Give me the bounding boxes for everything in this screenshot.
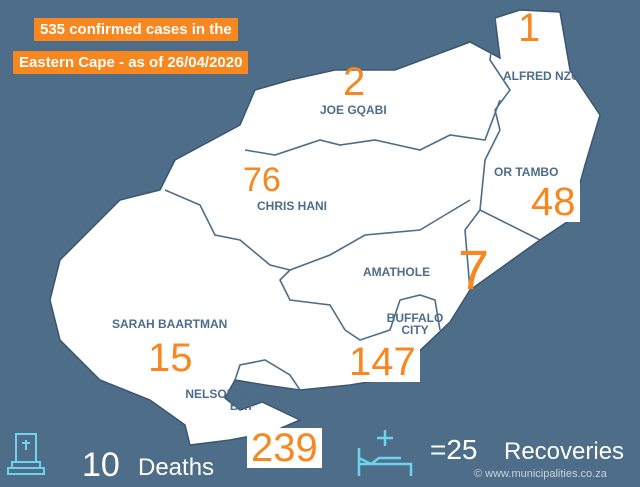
deaths-label: Deaths	[138, 454, 215, 481]
district-cases-amathole: 7	[458, 238, 490, 301]
recoveries-label: Recoveries	[504, 438, 625, 465]
district-label-alfred-nzo: ALFRED NZO	[503, 69, 581, 83]
district-label-or-tambo: OR TAMBO	[494, 165, 559, 179]
district-label-buffalo-city: BUFFALO CITY	[386, 311, 444, 337]
district-label-sarah-baartman: SARAH BAARTMAN	[112, 317, 228, 331]
title-line-1: 535 confirmed cases in the	[34, 18, 238, 41]
district-cases-alfred-nzo: 1	[518, 6, 541, 50]
district-cases-sarah-baartman: 15	[148, 336, 193, 380]
deaths-value: 10	[82, 446, 120, 484]
district-borders	[164, 17, 541, 391]
district-cases-joe-gqabi: 2	[343, 60, 366, 104]
tombstone-icon	[7, 433, 45, 475]
province-outline	[49, 9, 601, 446]
district-label-chris-hani: CHRIS HANI	[257, 199, 328, 213]
district-cases-or-tambo: 48	[527, 182, 580, 222]
district-cases-buffalo-city: 147	[345, 342, 420, 382]
district-label-joe-gqabi: JOE GQABI	[320, 103, 387, 117]
hospital-bed-icon	[357, 430, 413, 476]
recoveries-value: =25	[430, 434, 478, 465]
title-line-2: Eastern Cape - as of 26/04/2020	[13, 51, 249, 74]
district-cases-chris-hani: 76	[243, 161, 281, 199]
district-cases-nelson-mandela-bay: 239	[247, 428, 322, 468]
district-label-nelson-mandela-bay: NELSON MANDELA BAY	[185, 387, 299, 413]
credit-text: © www.municipalities.co.za	[474, 468, 607, 480]
district-label-amathole: AMATHOLE	[363, 265, 431, 279]
